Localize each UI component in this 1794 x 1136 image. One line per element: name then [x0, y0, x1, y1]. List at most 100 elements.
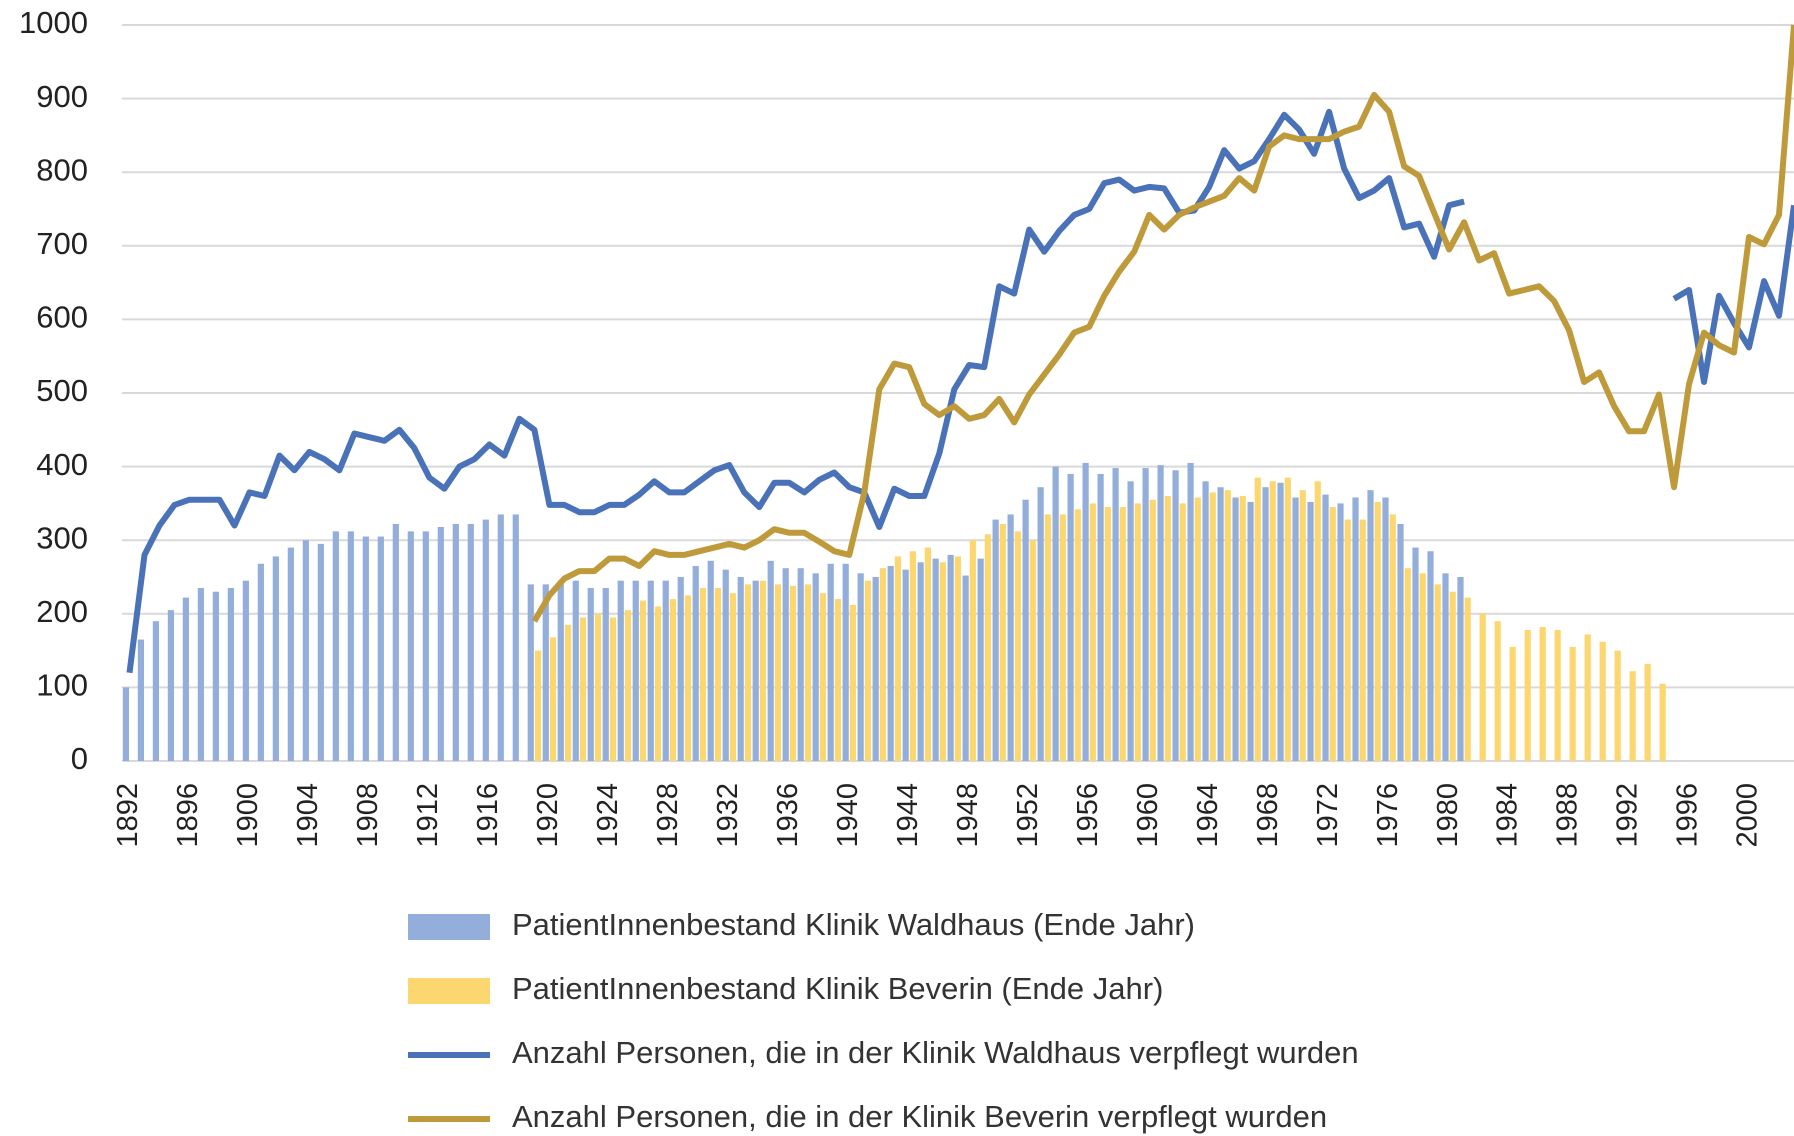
bar [392, 524, 399, 761]
bar [1164, 496, 1171, 761]
y-tick-label: 600 [36, 300, 88, 335]
legend-swatch [408, 978, 490, 1004]
bar [864, 580, 871, 761]
bar [212, 591, 219, 761]
bar [467, 524, 474, 761]
bar [902, 569, 909, 761]
bar [1157, 465, 1164, 761]
bar [1217, 487, 1224, 761]
bar [534, 650, 542, 761]
bar [842, 563, 849, 761]
bar [197, 588, 204, 761]
x-tick-label: 1932 [712, 783, 744, 848]
bar [564, 624, 572, 761]
bar [437, 526, 444, 761]
x-tick-label: 1948 [952, 783, 984, 848]
bar [1554, 629, 1561, 761]
bar [407, 531, 414, 761]
bar [1284, 477, 1291, 761]
y-tick-label: 300 [36, 520, 88, 555]
x-tick-label: 1916 [472, 783, 504, 848]
bar [1344, 519, 1351, 761]
bar [152, 621, 159, 761]
bar [1427, 551, 1434, 761]
bar [917, 562, 924, 761]
bar [332, 531, 339, 761]
bar [1037, 487, 1044, 761]
bar [797, 568, 804, 761]
bar [947, 554, 954, 761]
bar [759, 580, 767, 761]
bar [1329, 507, 1336, 761]
bar [609, 617, 617, 761]
bar [1419, 573, 1426, 761]
bar [1127, 481, 1134, 761]
x-tick-label: 1992 [1612, 783, 1644, 848]
bar [122, 687, 129, 761]
bar [1097, 473, 1104, 761]
bar [1449, 591, 1456, 761]
bar [789, 585, 797, 761]
legend-label: Anzahl Personen, die in der Klinik Waldh… [512, 1035, 1359, 1070]
x-tick-label: 1900 [232, 783, 264, 848]
bar [422, 531, 429, 761]
bar [834, 599, 841, 761]
bar [1029, 540, 1036, 761]
bar-series [122, 462, 1464, 761]
bar [1434, 584, 1441, 761]
bar [924, 547, 931, 761]
bar [819, 593, 826, 761]
bar [804, 584, 811, 761]
bar [1479, 613, 1486, 761]
x-tick-label: 1972 [1312, 783, 1344, 848]
bar [227, 588, 234, 761]
bar [452, 524, 459, 761]
bar [302, 540, 309, 761]
bar [317, 543, 324, 761]
bar [1494, 621, 1501, 761]
bar [729, 593, 737, 761]
x-tick-label: 1964 [1192, 783, 1224, 848]
bar [1599, 641, 1606, 761]
bar [1149, 499, 1156, 761]
x-tick-label: 2000 [1732, 783, 1764, 848]
x-tick-label: 1912 [412, 783, 444, 848]
bar [1074, 509, 1081, 761]
bar [1134, 503, 1141, 761]
y-tick-label: 100 [36, 668, 88, 703]
bar [857, 573, 864, 761]
bar-series [534, 477, 1666, 761]
bar [632, 580, 639, 761]
bar [1059, 514, 1066, 761]
bar [1014, 531, 1021, 761]
bar [1584, 634, 1591, 761]
bar [287, 547, 294, 761]
bar [714, 588, 722, 761]
bar [1052, 466, 1059, 761]
bar [1464, 597, 1471, 761]
bar [692, 565, 699, 761]
bar [1397, 524, 1404, 761]
bar [872, 577, 879, 761]
x-tick-label: 1984 [1492, 783, 1524, 848]
legend-label: Anzahl Personen, die in der Klinik Bever… [512, 1099, 1327, 1134]
bar [549, 637, 557, 761]
bar [594, 613, 602, 761]
bar [782, 568, 789, 761]
bar [1352, 497, 1359, 761]
x-tick-label: 1952 [1012, 783, 1044, 848]
bar [774, 584, 782, 761]
bar [1007, 514, 1014, 761]
bar [1359, 519, 1366, 761]
bar [767, 560, 774, 761]
bar [887, 565, 894, 761]
legend-label: PatientInnenbestand Klinik Waldhaus (End… [512, 907, 1195, 942]
bar [1082, 462, 1089, 761]
bar [167, 610, 174, 761]
bar [1614, 650, 1621, 761]
bar [1104, 507, 1111, 761]
bar [257, 563, 264, 761]
x-tick-label: 1904 [292, 783, 324, 848]
bar [647, 580, 654, 761]
bar [1119, 507, 1126, 761]
